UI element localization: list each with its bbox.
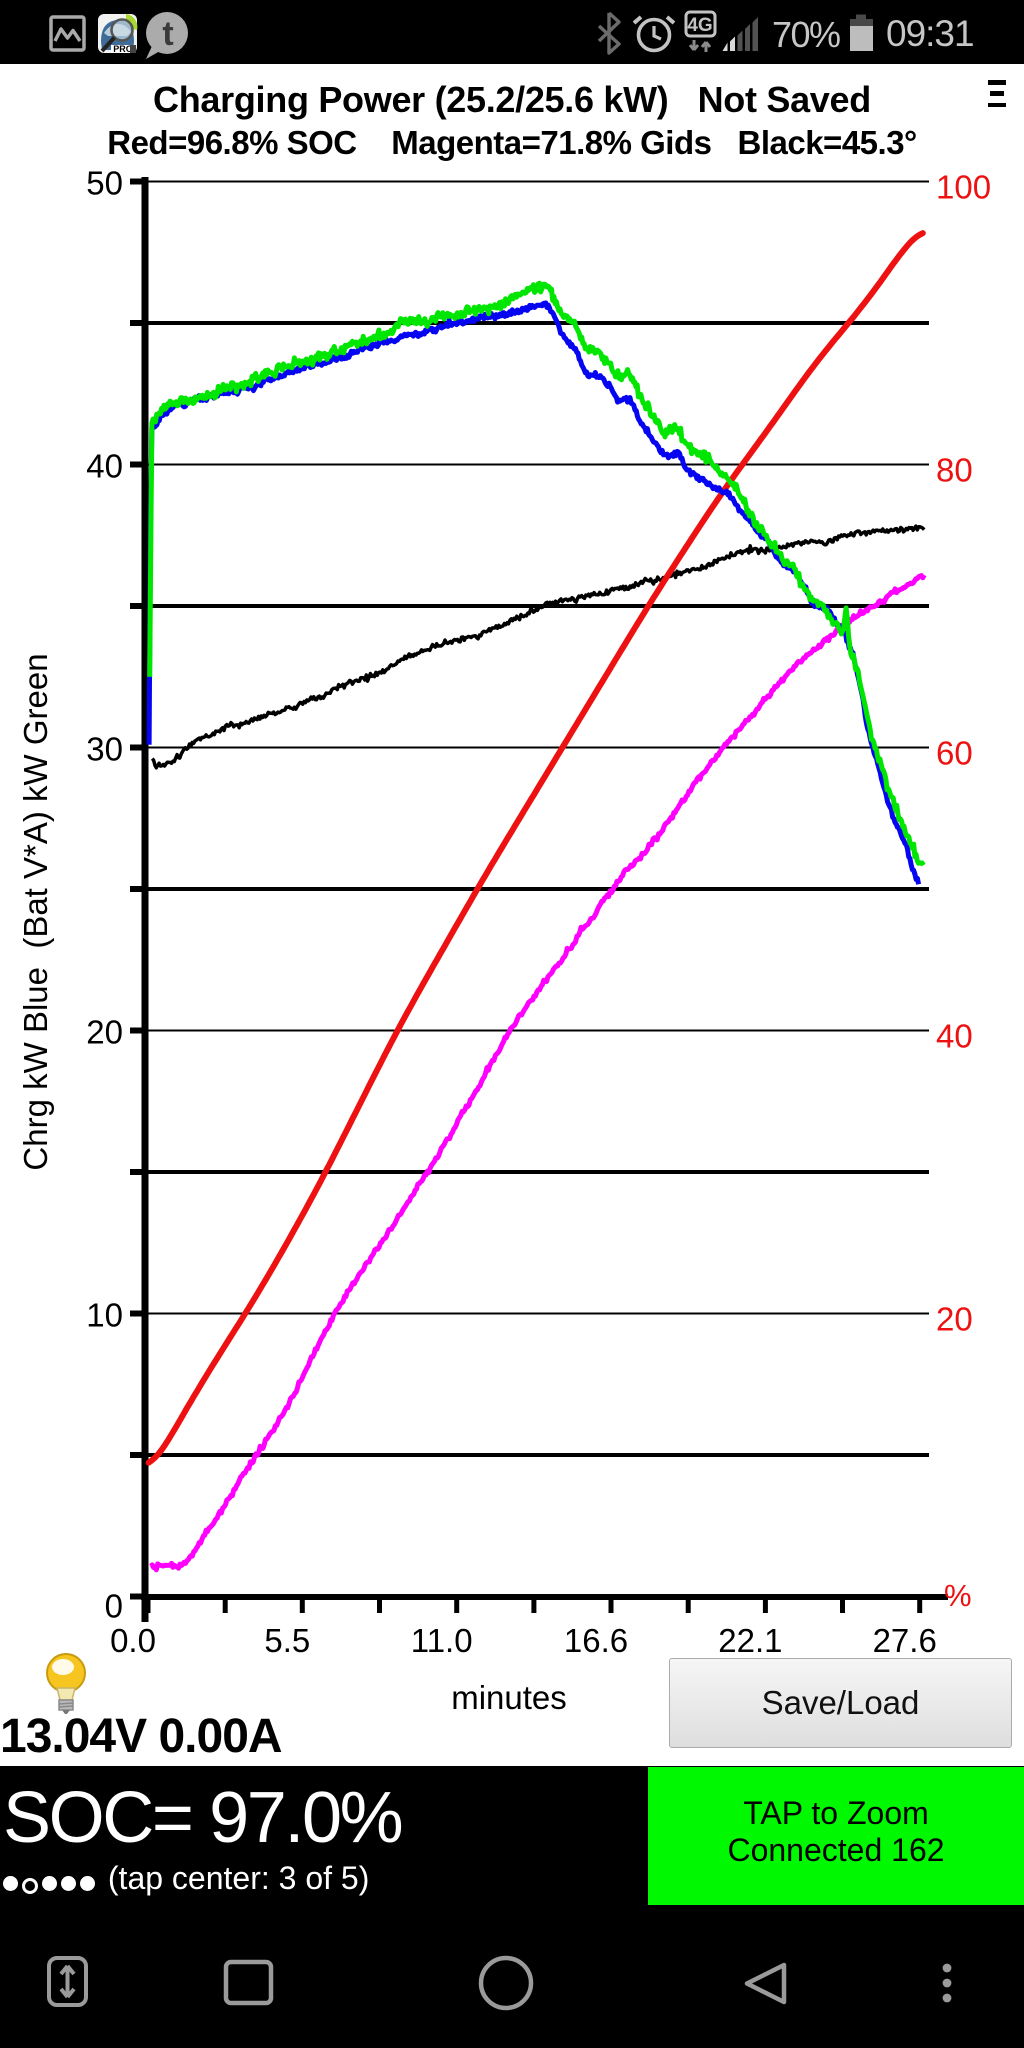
svg-text:30: 30 (86, 731, 123, 768)
svg-text:40: 40 (936, 1018, 973, 1055)
svg-text:4G: 4G (687, 15, 712, 36)
svg-text:60: 60 (936, 735, 973, 772)
svg-text:50: 50 (86, 165, 123, 202)
svg-text:5.5: 5.5 (264, 1622, 310, 1659)
svg-text:%: % (944, 1578, 972, 1613)
svg-text:100: 100 (936, 169, 991, 206)
svg-text:80: 80 (936, 452, 973, 489)
svg-text:40: 40 (86, 448, 123, 485)
svg-text:11.0: 11.0 (411, 1622, 473, 1659)
svg-text:0.0: 0.0 (110, 1622, 156, 1659)
svg-text:10: 10 (86, 1297, 123, 1334)
svg-text:0: 0 (105, 1588, 123, 1625)
svg-text:27.6: 27.6 (873, 1622, 937, 1659)
svg-text:t: t (162, 15, 173, 53)
svg-text:16.6: 16.6 (564, 1622, 628, 1659)
svg-text:minutes: minutes (451, 1679, 567, 1716)
svg-text:Chrg kW Blue (Bat V*A) kW Gre: Chrg kW Blue (Bat V*A) kW Green (17, 653, 54, 1170)
svg-text:PRO: PRO (113, 44, 133, 54)
svg-text:20: 20 (86, 1014, 123, 1051)
svg-text:22.1: 22.1 (718, 1622, 782, 1659)
svg-text:20: 20 (936, 1301, 973, 1338)
